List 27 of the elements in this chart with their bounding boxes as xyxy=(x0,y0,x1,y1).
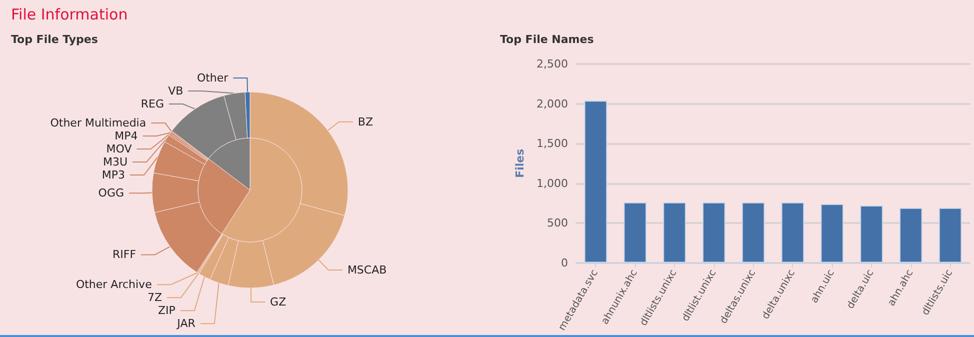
slice-label: Other Archive xyxy=(76,278,152,292)
slice-label: Other xyxy=(196,72,229,85)
y-tick-label: 500 xyxy=(547,216,568,230)
y-tick-label: 1,500 xyxy=(536,137,568,150)
chart-title: Top File Names xyxy=(500,33,594,46)
slice-label: GZ xyxy=(270,295,287,308)
slice-label: 7Z xyxy=(147,291,162,304)
slice-label: OGG xyxy=(98,186,124,200)
slice-label: VB xyxy=(168,84,184,98)
slice-label: MSCAB xyxy=(347,263,387,276)
slice-label: Other Multimedia xyxy=(50,116,146,130)
slice-label: ZIP xyxy=(158,304,176,318)
slice-label: M3U xyxy=(102,156,128,169)
slice-label: MOV xyxy=(106,142,132,156)
slice-label: BZ xyxy=(358,115,374,128)
y-tick-label: 0 xyxy=(561,256,568,270)
y-tick-label: 2,500 xyxy=(536,58,568,70)
y-tick-label: 1,000 xyxy=(536,176,568,190)
slice-label: RIFF xyxy=(112,248,136,262)
slice-label: MP4 xyxy=(114,130,138,143)
slice-label: MP3 xyxy=(102,168,125,182)
y-axis-title: Files xyxy=(514,148,527,178)
slice-label: JAR xyxy=(176,317,196,330)
chart-subtitle: Top File Types xyxy=(11,33,98,46)
slice-label: REG xyxy=(140,98,164,111)
y-tick-label: 2,000 xyxy=(536,97,568,110)
chart-title: File Information xyxy=(11,6,128,24)
